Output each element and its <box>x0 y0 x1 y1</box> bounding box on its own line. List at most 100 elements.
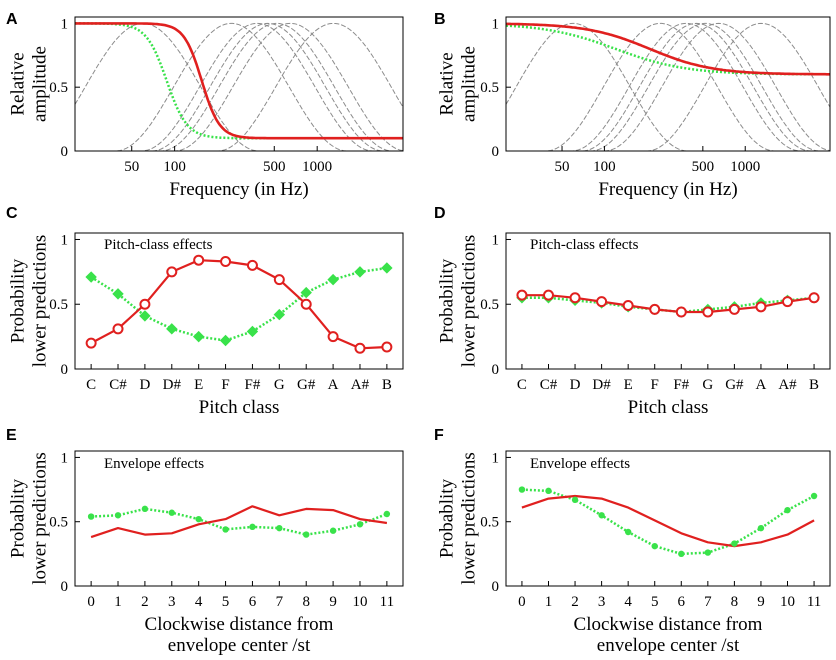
data-point-green <box>168 509 175 516</box>
x-tick-label: 100 <box>593 159 616 175</box>
panel-letter-e: E <box>6 427 17 444</box>
y-axis-title-line-2: lower predictions <box>29 235 50 367</box>
x-tick-label: C <box>86 377 96 393</box>
x-tick-label: D <box>139 377 150 393</box>
plot-frame <box>74 232 404 370</box>
data-point-green <box>112 288 124 300</box>
series-line-red <box>521 494 815 548</box>
y-axis-title-line-2: lower predictions <box>458 235 479 367</box>
filter-curve-1 <box>74 22 403 152</box>
plot-frame <box>74 16 404 152</box>
x-tick-label: 1 <box>114 594 122 610</box>
data-point-red <box>782 296 794 308</box>
data-point-green <box>276 524 283 532</box>
y-tick-label: 0 <box>61 579 69 595</box>
x-tick-label: 8 <box>302 594 310 610</box>
y-axis-title-line-1: Relative <box>7 52 28 115</box>
data-point-green <box>678 550 685 558</box>
plot-frame <box>505 232 831 370</box>
y-axis-title-line-1: Probability <box>436 258 457 343</box>
data-point-red <box>220 255 232 267</box>
y-tick-label: 1 <box>61 16 69 32</box>
data-point-green <box>219 334 232 347</box>
x-tick-label: 5 <box>651 594 659 610</box>
data-point-green <box>303 531 310 538</box>
data-point-red <box>300 298 312 310</box>
data-point-green <box>383 510 391 518</box>
plot-frame <box>505 450 831 587</box>
data-point-red <box>273 274 285 286</box>
y-axis-title-line-2: lower predictions <box>458 452 479 584</box>
panel-annotation: Pitch-class effects <box>104 237 213 253</box>
panel-b: B Relative amplitude Frequency (in Hz) 0 0.5 1… <box>434 11 831 200</box>
data-point-green <box>195 515 202 523</box>
data-point-green <box>85 271 97 283</box>
series-line-green <box>75 22 403 140</box>
data-point-red <box>702 306 714 318</box>
x-tick-label: 11 <box>380 594 394 610</box>
x-tick-label: C# <box>540 377 558 393</box>
y-tick-label: 0 <box>61 144 69 160</box>
panel-letter-a: A <box>6 11 18 28</box>
x-tick-label: 5 <box>222 594 230 610</box>
x-tick-label: E <box>624 377 633 393</box>
y-tick-label: 0.5 <box>49 297 68 313</box>
filter-curve-4 <box>506 22 830 152</box>
panel-annotation: Envelope effects <box>104 456 204 472</box>
x-tick-label: D# <box>592 377 611 393</box>
x-axis-title-line-2: envelope center /st <box>597 635 740 656</box>
data-point-green <box>784 506 791 514</box>
x-tick-label: 11 <box>807 594 821 610</box>
y-tick-label: 0 <box>61 362 69 378</box>
x-axis-title-line-2: envelope center /st <box>168 635 311 656</box>
filter-curve-6 <box>75 22 404 152</box>
data-point-green <box>249 523 256 531</box>
y-axis-title-line-1: Probability <box>7 258 28 343</box>
y-axis-title-line-1: Probablity <box>436 478 457 558</box>
data-point-red <box>542 289 554 301</box>
x-tick-label: A# <box>351 377 370 393</box>
y-tick-label: 0 <box>492 144 500 160</box>
panel-c: C Probability lower predictions Pitch class… <box>6 205 404 418</box>
data-point-green <box>114 512 122 519</box>
data-point-green <box>757 524 765 532</box>
x-tick-label: B <box>809 377 819 393</box>
panel-letter-c: C <box>6 205 18 222</box>
x-tick-label: 500 <box>692 159 715 175</box>
y-tick-label: 0 <box>492 579 500 595</box>
panel-f: F Probablity lower predictions Clockwise di… <box>434 427 831 656</box>
data-point-green <box>354 266 366 278</box>
series-line-green <box>90 266 388 342</box>
plot-frame <box>505 16 831 152</box>
y-tick-label: 0.5 <box>49 80 68 96</box>
data-point-green <box>192 330 205 343</box>
x-tick-label: 50 <box>124 159 139 175</box>
x-tick-label: 100 <box>163 159 186 175</box>
x-tick-label: 2 <box>141 594 149 610</box>
data-point-green <box>139 310 151 322</box>
data-point-green <box>222 526 229 533</box>
y-axis-title-line-2: amplitude <box>458 46 479 122</box>
x-tick-label: 3 <box>598 594 606 610</box>
data-point-red <box>755 301 767 313</box>
y-tick-label: 0.5 <box>49 515 68 531</box>
data-point-green <box>518 486 526 493</box>
series-line-red <box>75 22 403 140</box>
y-axis-title-line-2: lower predictions <box>29 452 50 584</box>
x-tick-label: F# <box>245 377 261 393</box>
x-tick-label: C# <box>109 377 127 393</box>
x-axis-title-line-1: Pitch class <box>628 397 709 418</box>
panel-letter-f: F <box>434 427 444 444</box>
x-axis-title-line-1: Clockwise distance from <box>145 614 334 635</box>
data-point-red <box>622 300 634 312</box>
data-point-red <box>139 298 151 310</box>
data-point-red <box>728 303 740 315</box>
data-point-red <box>354 342 366 354</box>
x-tick-label: G <box>702 377 713 393</box>
x-tick-label: 4 <box>195 594 203 610</box>
x-tick-label: F <box>221 377 229 393</box>
data-point-red <box>246 259 258 271</box>
panel-e: E Probablity lower predictions Clockwise di… <box>6 427 404 656</box>
data-point-red <box>808 292 820 304</box>
x-tick-label: 2 <box>571 594 579 610</box>
